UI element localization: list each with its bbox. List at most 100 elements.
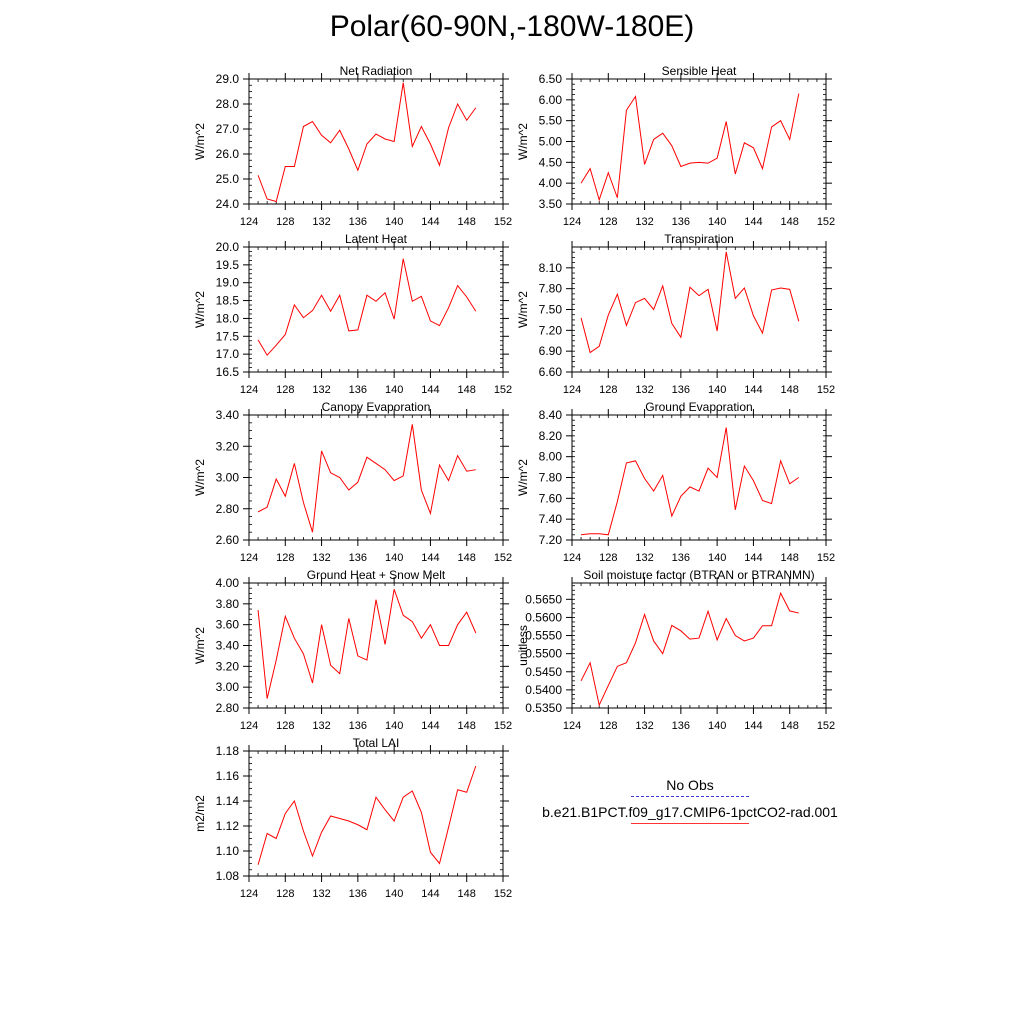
x-tick-label: 152 [817, 384, 835, 396]
legend-line-model [631, 823, 749, 824]
x-tick-label: 148 [781, 384, 799, 396]
legend-item-obs: No Obs [530, 776, 850, 801]
x-tick-label: 136 [349, 216, 367, 228]
x-tick-label: 124 [240, 720, 258, 732]
chart-panel-1: 124 128 132 136 140 144 148 152 3.50 4.00 4.50 5.00… [516, 64, 835, 228]
x-tick-label: 144 [744, 216, 762, 228]
x-tick-label: 144 [744, 552, 762, 564]
x-tick-label: 132 [312, 720, 330, 732]
x-tick-label: 152 [817, 216, 835, 228]
y-tick-label: 3.60 [216, 618, 240, 632]
x-tick-label: 148 [458, 216, 476, 228]
x-tick-label: 128 [599, 216, 617, 228]
x-tick-label: 124 [563, 720, 581, 732]
legend-label-model: b.e21.B1PCT.f09_g17.CMIP6-1pctCO2-rad.00… [542, 804, 838, 820]
x-tick-label: 128 [276, 384, 294, 396]
y-tick-label: 18.0 [216, 311, 240, 325]
x-tick-label: 144 [421, 720, 439, 732]
y-tick-label: 1.10 [216, 844, 240, 858]
legend-line-obs [631, 796, 749, 797]
y-tick-label: 6.60 [539, 365, 563, 379]
x-tick-label: 148 [458, 888, 476, 900]
plot-frame [248, 246, 504, 373]
legend: No Obs b.e21.B1PCT.f09_g17.CMIP6-1pctCO2… [530, 776, 850, 828]
y-tick-label: 0.5600 [525, 610, 562, 624]
y-tick-label: 19.0 [216, 276, 240, 290]
x-tick-label: 132 [635, 552, 653, 564]
x-tick-label: 124 [240, 384, 258, 396]
y-tick-label: 3.50 [539, 197, 563, 211]
y-tick-label: 3.40 [216, 639, 240, 653]
y-tick-label: 1.16 [216, 769, 240, 783]
x-tick-label: 132 [635, 384, 653, 396]
y-axis-label: W/m^2 [193, 459, 207, 496]
chart-panel-8: 124 128 132 136 140 144 148 152 1.08 1.10 1.12 1.14… [193, 736, 512, 900]
x-tick-label: 128 [599, 720, 617, 732]
series-line-0 [580, 251, 800, 354]
y-tick-label: 27.0 [216, 122, 240, 136]
y-tick-label: 29.0 [216, 72, 240, 86]
y-tick-label: 3.20 [216, 439, 240, 453]
y-tick-label: 7.50 [539, 303, 563, 317]
chart-svg-4: 124 128 132 136 140 144 148 152 2.60 2.80 3.00 3.20… [193, 400, 512, 564]
series-line-0 [257, 258, 477, 357]
x-tick-label: 132 [312, 552, 330, 564]
plot-frame [248, 414, 504, 541]
y-tick-label: 18.5 [216, 294, 240, 308]
x-tick-label: 132 [312, 384, 330, 396]
chart-panel-4: 124 128 132 136 140 144 148 152 2.60 2.80 3.00 3.20… [193, 400, 512, 564]
chart-title: Soil moisture factor (BTRAN or BTRANMN) [583, 568, 814, 582]
y-tick-label: 8.00 [539, 450, 563, 464]
x-tick-label: 124 [563, 384, 581, 396]
y-tick-label: 5.50 [539, 114, 563, 128]
y-tick-label: 28.0 [216, 97, 240, 111]
y-tick-label: 5.00 [539, 135, 563, 149]
y-tick-label: 3.80 [216, 597, 240, 611]
x-tick-label: 132 [635, 216, 653, 228]
chart-svg-0: 124 128 132 136 140 144 148 152 24.0 25.0 26.0 27.0… [193, 64, 512, 228]
y-axis-label: W/m^2 [193, 627, 207, 664]
y-tick-label: 8.20 [539, 429, 563, 443]
chart-svg-1: 124 128 132 136 140 144 148 152 3.50 4.00 4.50 5.00… [516, 64, 835, 228]
series-line-0 [580, 591, 799, 707]
chart-panel-3: 124 128 132 136 140 144 148 152 6.60 6.90 7.20 7.50… [516, 232, 835, 396]
y-tick-label: 8.40 [539, 408, 563, 422]
x-tick-label: 128 [276, 720, 294, 732]
series-line-0 [580, 93, 800, 202]
chart-svg-7: 124 128 132 136 140 144 148 152 0.5350 0.5400 0.54… [516, 568, 835, 732]
x-tick-label: 140 [708, 384, 726, 396]
y-tick-label: 4.50 [539, 155, 563, 169]
y-tick-label: 4.00 [216, 576, 240, 590]
chart-panel-6: 124 128 132 136 140 144 148 152 2.80 3.00 3.20 3.40… [193, 568, 512, 732]
y-tick-label: 0.5350 [525, 701, 562, 715]
y-tick-label: 3.00 [216, 680, 240, 694]
x-tick-label: 152 [817, 720, 835, 732]
y-tick-label: 26.0 [216, 147, 240, 161]
x-tick-label: 152 [494, 720, 512, 732]
y-axis-label: W/m^2 [516, 123, 530, 160]
y-tick-label: 1.12 [216, 819, 240, 833]
y-axis-label: m2/m2 [193, 795, 207, 832]
x-tick-label: 144 [421, 216, 439, 228]
x-tick-label: 132 [635, 720, 653, 732]
x-tick-label: 128 [276, 216, 294, 228]
y-tick-label: 7.60 [539, 491, 563, 505]
y-tick-label: 17.5 [216, 329, 240, 343]
chart-svg-5: 124 128 132 136 140 144 148 152 7.20 7.40 7.60 7.80… [516, 400, 835, 564]
x-tick-label: 124 [563, 552, 581, 564]
y-tick-label: 2.80 [216, 701, 240, 715]
y-tick-label: 25.0 [216, 172, 240, 186]
chart-panel-5: 124 128 132 136 140 144 148 152 7.20 7.40 7.60 7.80… [516, 400, 835, 564]
plot-frame [248, 78, 504, 205]
chart-title: Ground Evaporation [645, 400, 752, 414]
y-tick-label: 8.10 [539, 261, 563, 275]
y-axis-label: W/m^2 [193, 123, 207, 160]
x-tick-label: 140 [708, 720, 726, 732]
legend-label-obs: No Obs [666, 777, 714, 793]
y-tick-label: 1.08 [216, 869, 240, 883]
y-tick-label: 6.00 [539, 93, 563, 107]
chart-title: Ground Heat + Snow Melt [307, 568, 446, 582]
y-tick-label: 1.18 [216, 744, 240, 758]
chart-title: Latent Heat [345, 232, 408, 246]
